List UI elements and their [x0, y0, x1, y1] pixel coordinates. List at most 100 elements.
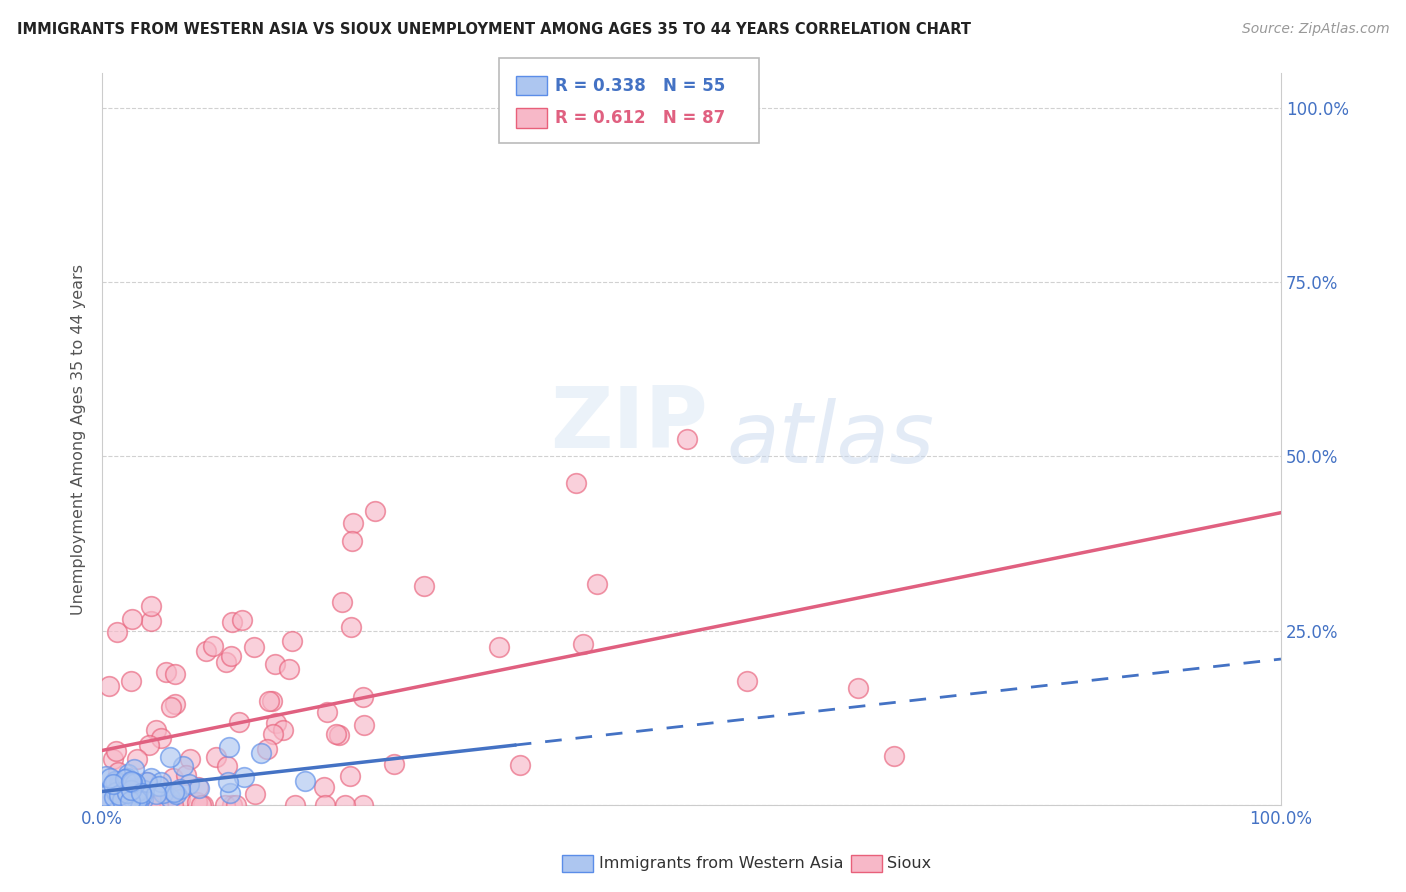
Point	[221, 798, 243, 813]
Point	[177, 777, 200, 791]
Point	[735, 674, 758, 689]
Point	[342, 516, 364, 531]
Point	[93, 789, 115, 803]
Point	[134, 783, 156, 797]
Point	[353, 718, 375, 732]
Point	[339, 769, 361, 783]
Point	[271, 723, 294, 737]
Point	[190, 798, 212, 813]
Point	[191, 798, 214, 813]
Point	[565, 475, 588, 490]
Point	[120, 794, 142, 808]
Point	[675, 432, 697, 446]
Text: ZIP: ZIP	[550, 383, 707, 466]
Point	[135, 774, 157, 789]
Point	[228, 715, 250, 730]
Point	[162, 771, 184, 785]
Point	[218, 786, 240, 800]
Point	[165, 787, 187, 801]
Point	[316, 705, 339, 719]
Text: Source: ZipAtlas.com: Source: ZipAtlas.com	[1241, 22, 1389, 37]
Point	[148, 779, 170, 793]
Point	[314, 798, 336, 813]
Point	[221, 615, 243, 629]
Point	[488, 640, 510, 654]
Point	[586, 576, 609, 591]
Point	[163, 785, 186, 799]
Point	[325, 727, 347, 741]
Point	[122, 775, 145, 789]
Point	[105, 785, 128, 799]
Point	[108, 788, 131, 802]
Point	[160, 798, 183, 813]
Point	[127, 784, 149, 798]
Point	[883, 749, 905, 764]
Point	[333, 798, 356, 813]
Point	[124, 784, 146, 798]
Point	[233, 770, 256, 784]
Point	[96, 794, 118, 808]
Point	[174, 768, 197, 782]
Point	[214, 655, 236, 669]
Point	[152, 786, 174, 800]
Point	[115, 786, 138, 800]
Point	[264, 657, 287, 671]
Point	[128, 780, 150, 795]
Point	[328, 728, 350, 742]
Point	[165, 698, 187, 712]
Point	[231, 614, 253, 628]
Point	[159, 750, 181, 764]
Point	[281, 634, 304, 648]
Y-axis label: Unemployment Among Ages 35 to 44 years: Unemployment Among Ages 35 to 44 years	[72, 263, 86, 615]
Point	[278, 662, 301, 676]
Point	[217, 775, 239, 789]
Text: Sioux: Sioux	[887, 856, 931, 871]
Point	[330, 595, 353, 609]
Point	[187, 781, 209, 796]
Point	[195, 644, 218, 658]
Point	[107, 775, 129, 789]
Text: atlas: atlas	[727, 398, 935, 481]
Point	[214, 798, 236, 813]
Point	[146, 798, 169, 813]
Point	[120, 674, 142, 689]
Point	[205, 749, 228, 764]
Point	[264, 716, 287, 731]
Point	[97, 679, 120, 693]
Point	[352, 798, 374, 813]
Point	[340, 534, 363, 549]
Point	[382, 757, 405, 772]
Point	[187, 780, 209, 794]
Point	[125, 793, 148, 807]
Point	[114, 798, 136, 813]
Point	[139, 599, 162, 614]
Point	[96, 798, 118, 813]
Point	[139, 798, 162, 813]
Point	[145, 798, 167, 813]
Point	[145, 787, 167, 801]
Point	[245, 787, 267, 801]
Point	[846, 681, 869, 695]
Point	[110, 798, 132, 813]
Text: Immigrants from Western Asia: Immigrants from Western Asia	[599, 856, 844, 871]
Point	[94, 793, 117, 807]
Point	[107, 765, 129, 780]
Point	[127, 798, 149, 813]
Point	[98, 771, 121, 785]
Point	[169, 791, 191, 805]
Point	[121, 775, 143, 789]
Point	[149, 774, 172, 789]
Point	[121, 612, 143, 626]
Point	[294, 773, 316, 788]
Point	[217, 759, 239, 773]
Point	[169, 781, 191, 796]
Point	[96, 769, 118, 783]
Point	[111, 791, 134, 805]
Text: R = 0.338   N = 55: R = 0.338 N = 55	[555, 77, 725, 95]
Point	[155, 665, 177, 679]
Point	[145, 723, 167, 738]
Point	[157, 798, 180, 813]
Point	[162, 798, 184, 813]
Point	[124, 776, 146, 790]
Point	[115, 783, 138, 797]
